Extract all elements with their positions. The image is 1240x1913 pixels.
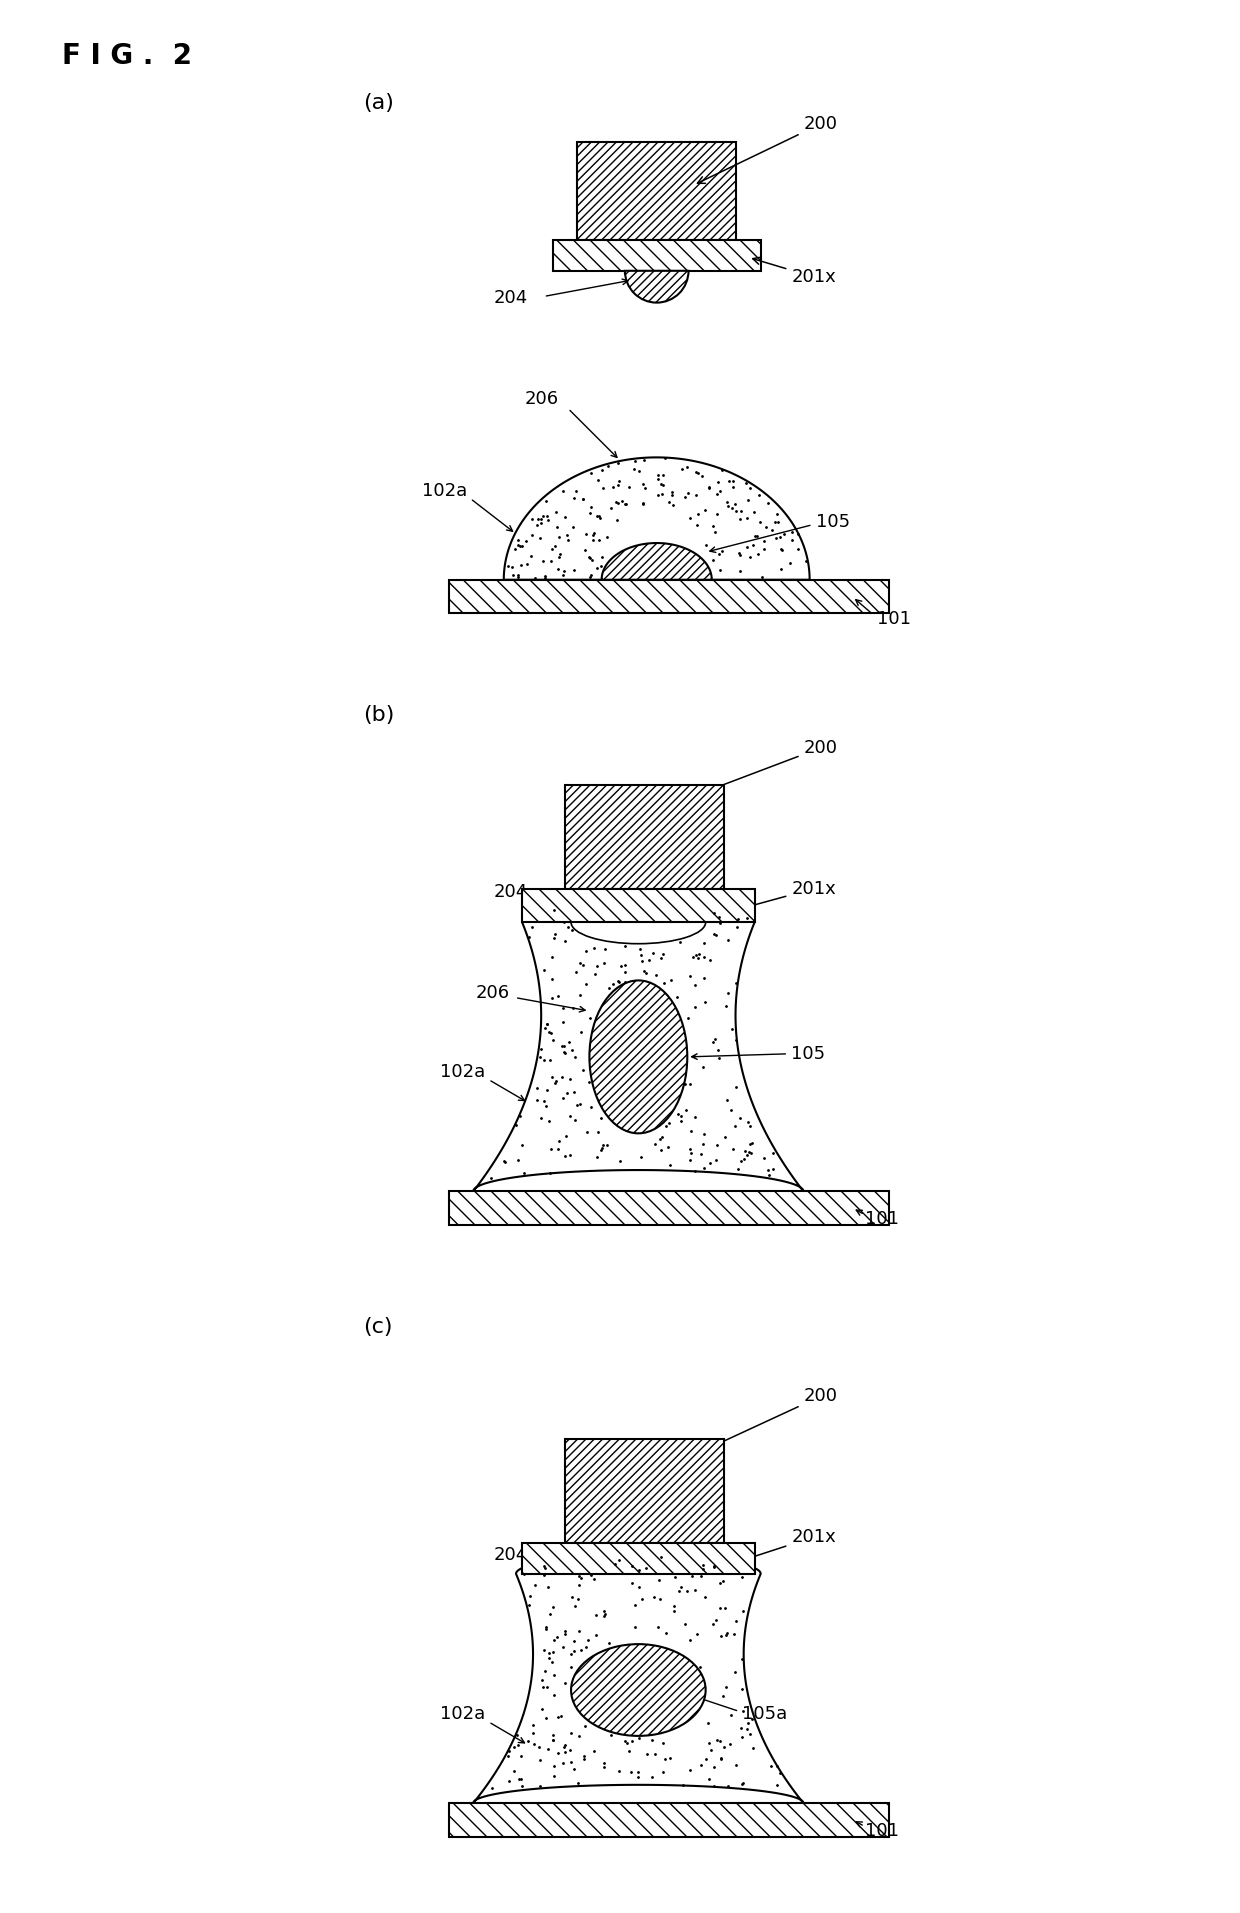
Text: 101: 101 xyxy=(864,1821,899,1840)
Ellipse shape xyxy=(572,1643,706,1735)
Text: 201x: 201x xyxy=(746,1528,836,1561)
Bar xyxy=(522,1544,755,1574)
Bar xyxy=(449,1192,889,1224)
Bar xyxy=(553,241,760,272)
Text: 201x: 201x xyxy=(753,256,836,285)
Text: 102a: 102a xyxy=(440,1706,485,1724)
Polygon shape xyxy=(503,457,810,580)
Bar xyxy=(449,580,889,614)
Text: 206: 206 xyxy=(525,390,559,407)
Polygon shape xyxy=(601,543,712,580)
Ellipse shape xyxy=(572,901,706,943)
Text: 200: 200 xyxy=(680,738,837,802)
Text: 206: 206 xyxy=(476,983,510,1002)
Text: 101: 101 xyxy=(877,610,911,629)
Ellipse shape xyxy=(589,979,687,1132)
Wedge shape xyxy=(625,272,688,302)
Text: 204: 204 xyxy=(494,289,528,308)
Text: 101: 101 xyxy=(864,1211,899,1228)
Text: 102a: 102a xyxy=(440,1064,485,1081)
Bar xyxy=(449,1804,889,1836)
Text: (c): (c) xyxy=(363,1316,393,1337)
Text: F I G .  2: F I G . 2 xyxy=(62,42,192,71)
Text: (a): (a) xyxy=(363,94,394,113)
Text: 105: 105 xyxy=(791,1044,826,1064)
Text: 200: 200 xyxy=(697,115,837,184)
Bar xyxy=(522,890,755,922)
Text: 200: 200 xyxy=(680,1387,837,1462)
Text: 105: 105 xyxy=(816,513,849,530)
Bar xyxy=(565,1439,724,1544)
Text: 201x: 201x xyxy=(746,880,836,909)
Polygon shape xyxy=(474,901,804,1192)
Polygon shape xyxy=(474,1555,804,1804)
Bar xyxy=(565,784,724,890)
Text: 102a: 102a xyxy=(422,482,467,499)
Text: 204: 204 xyxy=(494,882,528,901)
Text: 105a: 105a xyxy=(743,1706,787,1724)
Text: (b): (b) xyxy=(363,706,394,725)
Text: 204: 204 xyxy=(494,1546,528,1565)
Bar xyxy=(577,142,737,241)
